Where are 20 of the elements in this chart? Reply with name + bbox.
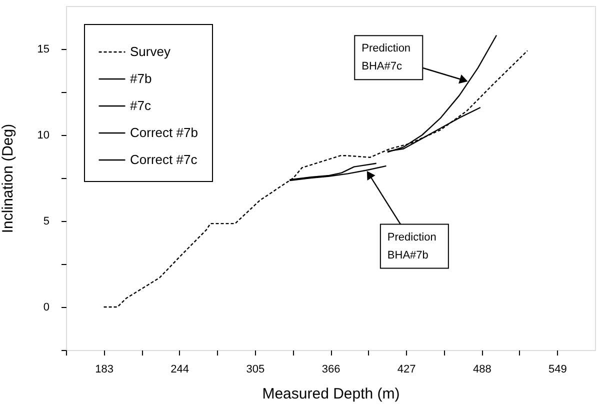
legend-label: Correct #7c (130, 152, 198, 167)
x-tick-label: 488 (472, 364, 492, 376)
y-tick-label: 0 (43, 302, 50, 314)
annotation: Prediction BHA#7c (362, 42, 411, 73)
legend-label: Correct #7b (130, 125, 198, 140)
x-tick-label: 305 (246, 364, 265, 376)
y-tick-label: 5 (43, 216, 50, 228)
legend-label: Survey (130, 44, 171, 59)
x-axis-title: Measured Depth (m) (262, 386, 400, 402)
x-tick-label: 427 (397, 364, 416, 376)
x-tick-label: 366 (322, 364, 340, 376)
x-tick-label: 549 (548, 364, 567, 376)
x-tick-label: 244 (170, 364, 190, 376)
x-tick-label: 183 (95, 364, 114, 376)
legend-label: #7c (130, 98, 152, 113)
legend-label: #7b (130, 71, 152, 86)
y-tick-label: 15 (37, 44, 50, 56)
y-axis-title: Inclination (Deg) (0, 124, 16, 234)
y-tick-label: 10 (37, 130, 50, 142)
annotation: Prediction BHA#7b (387, 231, 436, 262)
